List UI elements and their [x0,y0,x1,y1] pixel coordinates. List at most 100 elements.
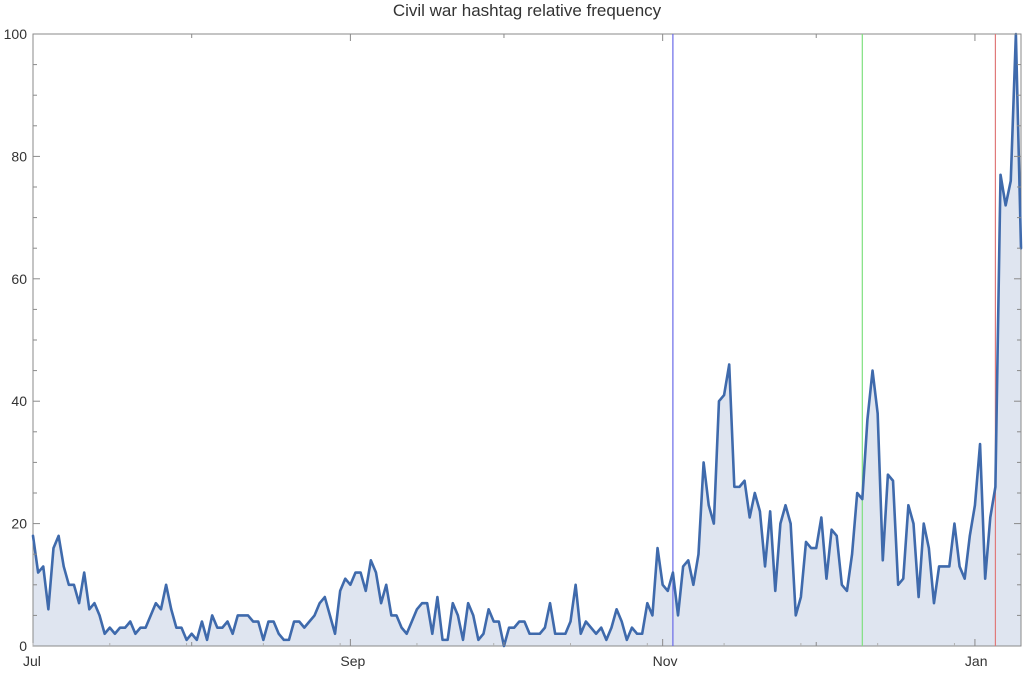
data-point [395,614,398,617]
data-point [564,633,566,635]
data-point [953,523,956,525]
data-point [462,639,464,641]
data-point [795,614,797,617]
data-point [150,614,152,617]
data-point [247,614,249,617]
data-point [385,584,387,586]
data-point [78,602,80,604]
data-point [257,620,259,623]
data-point [185,639,188,641]
data-point [820,516,822,519]
data-point [897,584,899,586]
data-point [416,608,418,610]
data-point [441,639,444,641]
data-point [636,633,638,635]
data-point [651,614,654,617]
data-point [426,602,428,604]
data-point [155,602,157,604]
data-point [866,418,869,421]
data-point [703,461,705,463]
data-point [569,620,572,623]
data-point [191,633,193,635]
data-point [779,523,782,525]
data-point [774,590,776,592]
data-point [52,547,55,549]
data-point [621,620,623,623]
data-point [871,370,874,372]
x-tick-label: Jan [965,653,988,669]
data-point [923,523,925,525]
data-point [211,614,213,617]
data-point [600,627,602,629]
data-point [267,620,270,623]
data-point [365,590,367,592]
data-point [969,535,971,537]
data-point [139,627,142,629]
data-point [170,608,172,610]
data-point [718,400,720,402]
data-point [196,639,198,641]
data-point [482,633,485,635]
data-point [994,486,997,488]
data-point [488,608,490,610]
data-point [160,608,162,610]
data-point [964,578,966,580]
data-point [472,614,474,617]
data-point [237,614,239,617]
data-point [656,547,659,549]
data-point [907,504,909,506]
data-point [109,627,111,629]
series-area-fill [33,34,1021,646]
data-point [692,584,694,586]
data-point [232,633,234,635]
data-point [324,596,326,598]
data-point [882,559,884,561]
data-point [764,565,766,568]
data-point [549,602,551,604]
data-point [528,633,531,635]
data-point [825,578,828,580]
y-tick-label: 0 [19,638,27,654]
y-tick-label: 80 [11,148,27,164]
data-point [298,620,300,623]
y-tick-label: 40 [11,393,27,409]
data-point [662,584,664,586]
data-point [810,547,812,549]
data-point [682,565,684,568]
data-point [877,412,879,415]
data-point [390,614,392,617]
data-point [836,535,838,537]
data-point [523,620,526,623]
annotation-layer [672,34,997,646]
data-point [912,523,915,525]
data-point [513,627,515,629]
y-tick-label: 100 [4,26,28,42]
data-point [615,608,618,610]
data-point [677,614,679,617]
data-point [749,516,751,519]
data-point [958,565,961,568]
data-point [493,620,495,623]
data-point [754,492,756,494]
data-point [242,614,244,617]
data-point [790,523,792,525]
data-point [498,620,500,623]
data-point [349,584,351,586]
data-point [902,578,904,580]
data-point [114,633,116,635]
data-point [145,627,147,629]
data-point [104,633,106,635]
data-point [539,633,541,635]
data-point [733,486,735,488]
data-point [58,535,60,537]
data-point [354,571,357,574]
data-point [370,559,372,561]
data-point [918,596,920,598]
data-point [590,627,592,629]
y-tick-label: 20 [11,516,27,532]
data-point [339,590,341,592]
data-point [708,504,710,506]
data-point [667,590,669,592]
data-point [47,608,49,610]
